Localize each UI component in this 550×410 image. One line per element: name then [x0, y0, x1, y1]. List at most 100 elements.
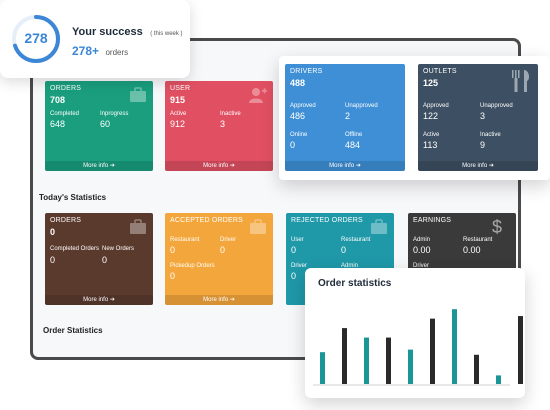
rejected-orders-title: REJECTED ORDERS: [291, 217, 363, 224]
accepted-restaurant-label: Restaurant: [170, 237, 200, 243]
chart-bar-9: [496, 375, 501, 384]
outlets-unapproved-value: 3: [480, 111, 486, 121]
orders-card-title: ORDERS: [50, 85, 82, 92]
user-card-title: USER: [170, 85, 191, 92]
chart-bar-7: [452, 309, 457, 384]
user-active-label: Active: [170, 111, 187, 117]
accepted-orders-title: ACCEPTED ORDERS: [170, 217, 244, 224]
rejected-admin-label: Admin: [341, 263, 359, 269]
drivers-more-info-link[interactable]: More info ➔: [285, 161, 405, 171]
outlets-unapproved-label: Unapproved: [480, 103, 513, 109]
chart-bar-2: [342, 328, 347, 384]
order-statistics-heading: Order Statistics: [43, 326, 103, 335]
accepted-restaurant-value: 0: [170, 245, 176, 255]
orders-completed-label: Completed: [50, 111, 80, 117]
chart-title: Order statistics: [318, 278, 392, 289]
briefcase-icon: [249, 219, 267, 235]
success-count: 278: [24, 30, 48, 46]
earnings-title: EARNINGS: [413, 217, 452, 224]
completed-orders-value: 0: [50, 255, 56, 265]
order-statistics-panel: Order statistics: [305, 268, 525, 398]
today-orders-card[interactable]: ORDERS 0 Completed Orders 0 New Orders 0…: [45, 213, 153, 305]
drivers-approved-label: Approved: [290, 103, 316, 109]
pickedup-orders-label: Pickedup Orders: [170, 263, 215, 269]
new-orders-label: New Orders: [102, 246, 135, 252]
progress-ring-arc: [12, 15, 60, 63]
success-period: ( this week ): [150, 31, 183, 37]
chart-bar-1: [320, 352, 325, 384]
more-info-label: More info: [329, 163, 355, 169]
more-info-label: More info: [462, 163, 488, 169]
outlets-more-info-link[interactable]: More info ➔: [418, 161, 538, 171]
outlets-card-title: OUTLETS: [423, 68, 457, 75]
orders-card[interactable]: ORDERS 708 Completed 648 Inprogress 60 M…: [45, 81, 153, 171]
orders-completed-value: 648: [50, 119, 66, 129]
briefcase-icon: [370, 219, 388, 235]
drivers-online-value: 0: [290, 140, 296, 150]
order-statistics-chart: [313, 309, 523, 386]
user-inactive-label: Inactive: [220, 111, 241, 117]
drivers-offline-value: 484: [345, 140, 361, 150]
drivers-unapproved-value: 2: [345, 111, 351, 121]
todays-statistics-heading: Today's Statistics: [39, 193, 107, 202]
progress-ring: [12, 15, 60, 63]
outlets-approved-value: 122: [423, 111, 439, 121]
earnings-admin-value: 0.00: [413, 245, 431, 255]
today-orders-more-info-link[interactable]: More info ➔: [45, 295, 153, 305]
accepted-more-info-link[interactable]: More info ➔: [165, 295, 273, 305]
briefcase-icon: [129, 219, 147, 235]
chart-bar-5: [408, 349, 413, 384]
more-info-label: More info: [83, 163, 109, 169]
briefcase-icon: [129, 87, 147, 103]
drivers-online-label: Online: [290, 132, 308, 138]
dollar-icon: $: [492, 217, 503, 237]
rejected-restaurant-label: Restaurant: [341, 237, 371, 243]
today-orders-title: ORDERS: [50, 217, 82, 224]
orders-inprogress-label: Inprogress: [100, 111, 129, 117]
chart-bar-4: [386, 337, 391, 384]
user-more-info-link[interactable]: More info ➔: [165, 161, 273, 171]
drivers-outlets-panel: DRIVERS 488 Approved 486 Unapproved 2 On…: [279, 56, 550, 180]
chart-bar-10: [518, 316, 523, 384]
drivers-card-total: 488: [290, 78, 306, 88]
more-info-label: More info: [203, 297, 229, 303]
accepted-orders-card[interactable]: ACCEPTED ORDERS Restaurant 0 Driver 0 Pi…: [165, 213, 273, 305]
chart-bar-8: [474, 354, 479, 384]
orders-inprogress-value: 60: [100, 119, 111, 129]
fork-knife-icon: [512, 70, 532, 92]
accepted-driver-value: 0: [220, 245, 226, 255]
chart-bar-3: [364, 337, 369, 384]
completed-orders-label: Completed Orders: [50, 246, 100, 252]
orders-card-total: 708: [50, 95, 66, 105]
earnings-admin-label: Admin: [413, 237, 431, 243]
success-orders-label: orders: [105, 48, 129, 57]
outlets-inactive-value: 9: [480, 140, 486, 150]
success-title: Your success: [72, 26, 143, 38]
chart-bar-6: [430, 318, 435, 384]
pickedup-orders-value: 0: [170, 271, 176, 281]
drivers-approved-value: 486: [290, 111, 306, 121]
add-user-icon: [249, 87, 267, 103]
user-card-total: 915: [170, 95, 186, 105]
success-orders-row: 278+ orders: [72, 42, 128, 60]
accepted-driver-label: Driver: [220, 237, 236, 243]
outlets-card[interactable]: OUTLETS 125 Approved 122 Unapproved 3 Ac…: [418, 64, 538, 171]
rejected-user-label: User: [291, 237, 304, 243]
outlets-inactive-label: Inactive: [480, 132, 501, 138]
rejected-user-value: 0: [291, 245, 297, 255]
today-orders-total: 0: [50, 227, 56, 237]
new-orders-value: 0: [102, 255, 108, 265]
drivers-card-title: DRIVERS: [290, 68, 323, 75]
success-badge: 278 Your success ( this week ) 278+ orde…: [0, 0, 190, 78]
orders-more-info-link[interactable]: More info ➔: [45, 161, 153, 171]
user-inactive-value: 3: [220, 119, 226, 129]
earnings-restaurant-value: 0.00: [463, 245, 481, 255]
drivers-unapproved-label: Unapproved: [345, 103, 378, 109]
success-orders-value: 278+: [72, 44, 100, 58]
more-info-label: More info: [83, 297, 109, 303]
earnings-driver-label: Driver: [413, 263, 429, 269]
drivers-offline-label: Offline: [345, 132, 363, 138]
user-card[interactable]: USER 915 Active 912 Inactive 3 More info…: [165, 81, 273, 171]
outlets-active-value: 113: [423, 140, 438, 150]
drivers-card[interactable]: DRIVERS 488 Approved 486 Unapproved 2 On…: [285, 64, 405, 171]
